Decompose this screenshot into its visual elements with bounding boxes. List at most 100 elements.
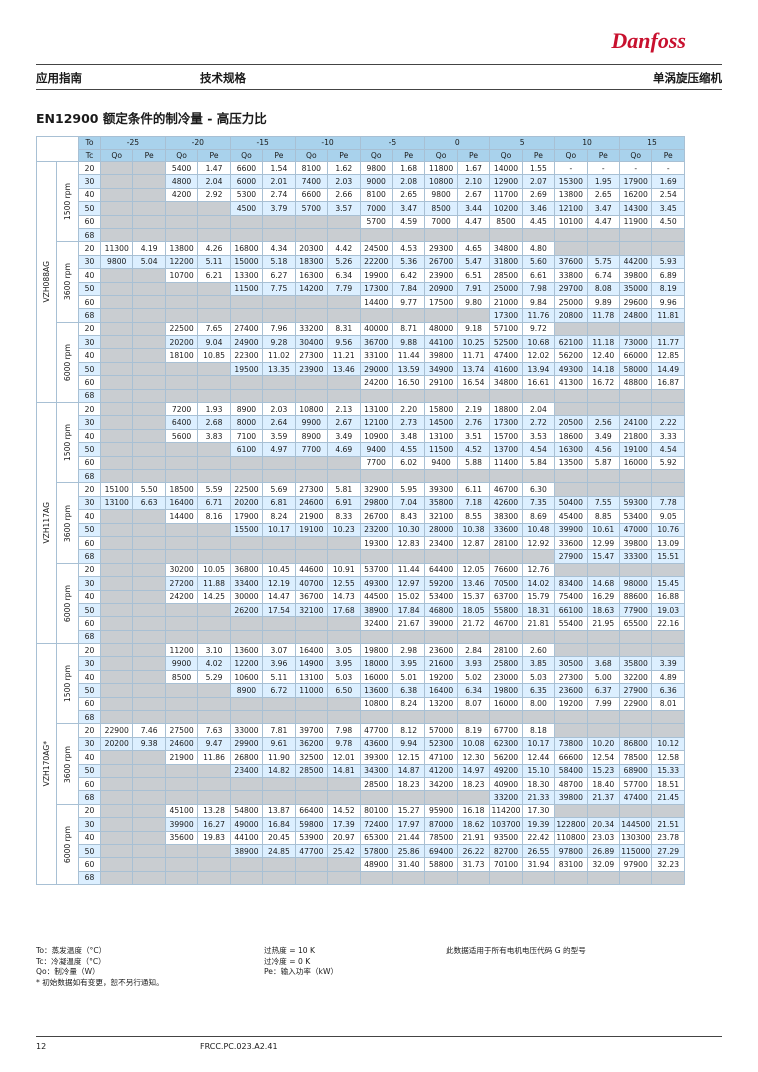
pe-value: 12.44 [521, 750, 556, 765]
qo-value: 24500 [359, 241, 393, 256]
qo-value [164, 683, 199, 698]
data-row: 6000 rpm 20 45100 13.28 54800 13.87 66400 14.52… [37, 803, 685, 886]
note-column: To：蒸发温度（°C） Tc：冷凝温度（°C） Qo：制冷量（W） * 初始数据如有变… [36, 946, 164, 988]
qo-value: 34800 [489, 375, 523, 390]
pe-label: Pe [391, 148, 426, 162]
pe-value [521, 549, 556, 564]
qo-value [294, 549, 329, 564]
qo-value: 13100 [359, 402, 393, 417]
pe-value: 7.79 [327, 281, 361, 296]
qo-value: 4500 [229, 201, 264, 216]
qo-value: 6400 [164, 415, 199, 430]
pe-value: 18.30 [521, 776, 556, 792]
pe-value: 5.95 [391, 482, 426, 497]
pe-value: 10.25 [456, 335, 491, 350]
pe-value [262, 375, 296, 390]
pe-value: 14.87 [391, 763, 426, 778]
qo-value: 29000 [359, 361, 393, 377]
qo-value: 66100 [554, 602, 588, 618]
qo-value [99, 683, 134, 698]
to-value: -15 [229, 136, 296, 150]
pe-value: 3.39 [651, 656, 685, 671]
pe-value [651, 803, 685, 819]
data-row: 50 23400 14.82 28500 14.81 34300 14.87 41200 14.… [37, 763, 685, 778]
note: Tc：冷凝温度（°C） [36, 956, 106, 966]
pe-value: 7.04 [391, 495, 426, 511]
qo-value [489, 629, 523, 645]
model-name: VZH170AG* [42, 741, 51, 787]
pe-value [586, 870, 621, 886]
qo-value [554, 482, 588, 497]
qo-value: 23000 [489, 669, 523, 685]
data-row: 68 17300 11.76 20800 11.78 24800 11.81 [37, 308, 685, 323]
qo-value: 63700 [489, 589, 523, 604]
pe-value [132, 549, 166, 564]
pe-value: 9.56 [327, 335, 361, 350]
pe-value: 9.78 [327, 736, 361, 752]
qo-value: 53400 [618, 509, 653, 524]
qo-value: 17300 [359, 281, 393, 296]
qo-value: 47700 [359, 723, 393, 738]
qo-value [424, 790, 458, 805]
tc-value: 40 [78, 348, 101, 363]
data-row: 68 27900 15.47 33300 15.51 [37, 549, 685, 564]
pe-value: 6.27 [262, 268, 296, 283]
qo-value [359, 549, 393, 564]
tc-value: 30 [78, 495, 101, 511]
qo-value [164, 857, 199, 872]
qo-value [294, 629, 329, 645]
pe-value [132, 388, 166, 404]
qo-value [229, 535, 264, 551]
pe-value [132, 696, 166, 712]
pe-value: 5.75 [586, 254, 621, 270]
qo-value: 86800 [618, 736, 653, 752]
pe-value: 7.99 [586, 696, 621, 712]
qo-value [99, 535, 134, 551]
pe-value: 12.55 [327, 576, 361, 591]
pe-value [197, 776, 231, 792]
pe-value: 19.39 [521, 817, 556, 832]
qo-value [229, 549, 264, 564]
qo-value [554, 562, 588, 578]
pe-value [132, 281, 166, 296]
pe-value [586, 629, 621, 645]
tc-value: 68 [78, 468, 101, 484]
pe-value: 10.61 [586, 522, 621, 537]
pe-value [521, 870, 556, 886]
pe-value: 5.84 [521, 455, 556, 470]
pe-value: 9.04 [197, 335, 231, 350]
qo-value: 80100 [359, 803, 393, 819]
qo-value: 17300 [489, 308, 523, 323]
pe-value [586, 562, 621, 578]
rule [36, 64, 722, 65]
pe-label: Pe [132, 148, 166, 162]
pe-value [327, 294, 361, 310]
qo-value: 36700 [359, 335, 393, 350]
pe-value: 5.87 [586, 455, 621, 470]
pe-value: 6.63 [132, 495, 166, 511]
pe-value [262, 388, 296, 404]
qo-value: 18000 [359, 656, 393, 671]
pe-value: 14.25 [197, 589, 231, 604]
speed-cell: 3600 rpm [56, 241, 79, 323]
qo-value [489, 227, 523, 243]
pe-value: 16.50 [391, 375, 426, 390]
qo-value: 14000 [489, 160, 523, 176]
qo-value: 53900 [294, 830, 329, 845]
pe-value: 9.88 [391, 335, 426, 350]
qo-value: 5300 [229, 187, 264, 203]
pe-value [197, 763, 231, 778]
qo-value [164, 375, 199, 390]
pe-value: 8.01 [651, 696, 685, 712]
qo-value: 49300 [359, 576, 393, 591]
pe-value: 3.83 [197, 428, 231, 444]
pe-value: 10.76 [651, 522, 685, 537]
speed-cell: 1500 rpm [56, 402, 79, 484]
pe-value [132, 616, 166, 631]
pe-value: 12.15 [391, 750, 426, 765]
qo-value: 23400 [424, 535, 458, 551]
data-row: 60 48900 31.40 58800 31.73 70100 31.94 83100 32.… [37, 857, 685, 872]
pe-value: 13.46 [456, 576, 491, 591]
qo-value [164, 281, 199, 296]
pe-value: 9.05 [651, 509, 685, 524]
